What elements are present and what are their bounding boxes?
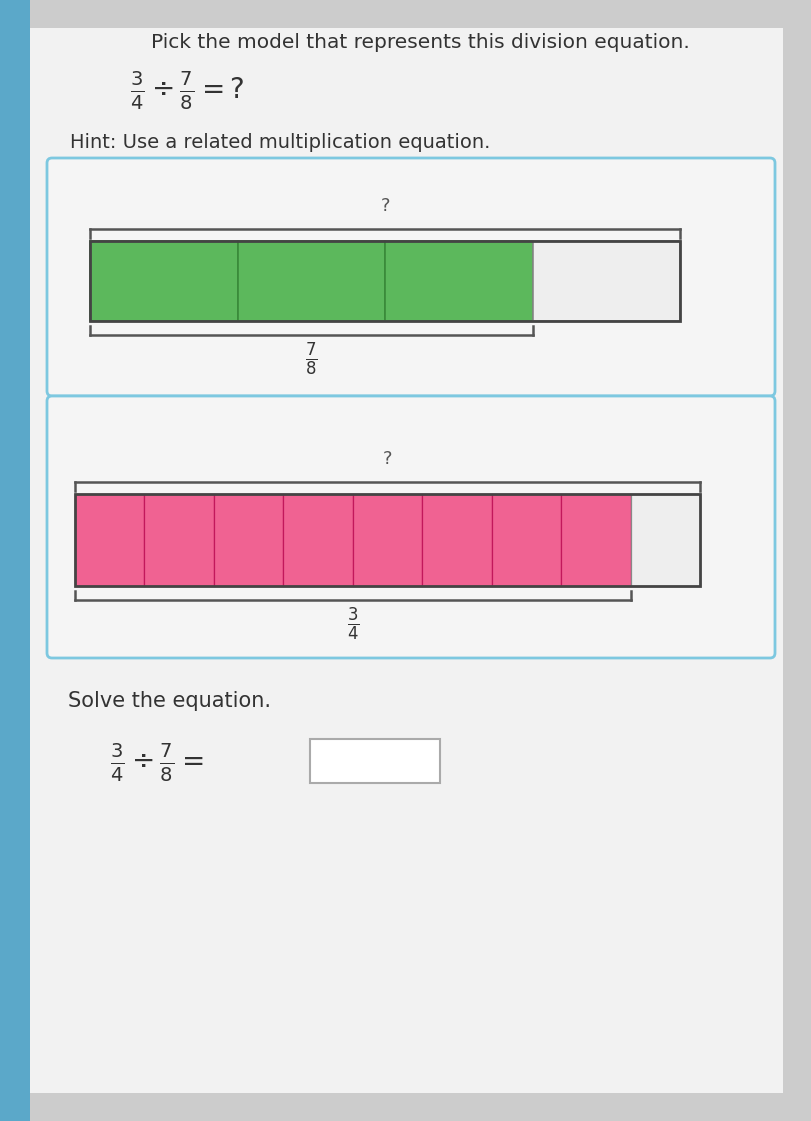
Bar: [310, 739, 440, 782]
Bar: [423, 494, 491, 586]
Text: Solve the equation.: Solve the equation.: [68, 691, 271, 711]
FancyBboxPatch shape: [47, 158, 775, 396]
Bar: [533, 241, 680, 321]
Bar: [283, 494, 353, 586]
Bar: [631, 494, 700, 586]
Text: $\frac{7}{8}$: $\frac{7}{8}$: [305, 341, 318, 379]
Bar: [0, 0, 30, 1121]
Bar: [90, 241, 680, 321]
Bar: [144, 494, 214, 586]
Bar: [75, 494, 144, 586]
Text: $\frac{3}{4} \div \frac{7}{8} = ?$: $\frac{3}{4} \div \frac{7}{8} = ?$: [130, 70, 245, 112]
Bar: [353, 494, 423, 586]
Text: ?: ?: [380, 197, 390, 215]
Bar: [214, 494, 283, 586]
Bar: [561, 494, 631, 586]
Text: $\frac{3}{4} \div \frac{7}{8} =$: $\frac{3}{4} \div \frac{7}{8} =$: [110, 742, 204, 784]
Text: Pick the model that represents this division equation.: Pick the model that represents this divi…: [151, 34, 689, 53]
FancyBboxPatch shape: [47, 396, 775, 658]
Text: Hint: Use a related multiplication equation.: Hint: Use a related multiplication equat…: [70, 133, 491, 152]
Bar: [90, 241, 238, 321]
Bar: [238, 241, 385, 321]
Bar: [491, 494, 561, 586]
Text: ?: ?: [383, 450, 393, 467]
Bar: [385, 241, 533, 321]
Text: $\frac{3}{4}$: $\frac{3}{4}$: [346, 606, 359, 643]
Bar: [75, 494, 700, 586]
